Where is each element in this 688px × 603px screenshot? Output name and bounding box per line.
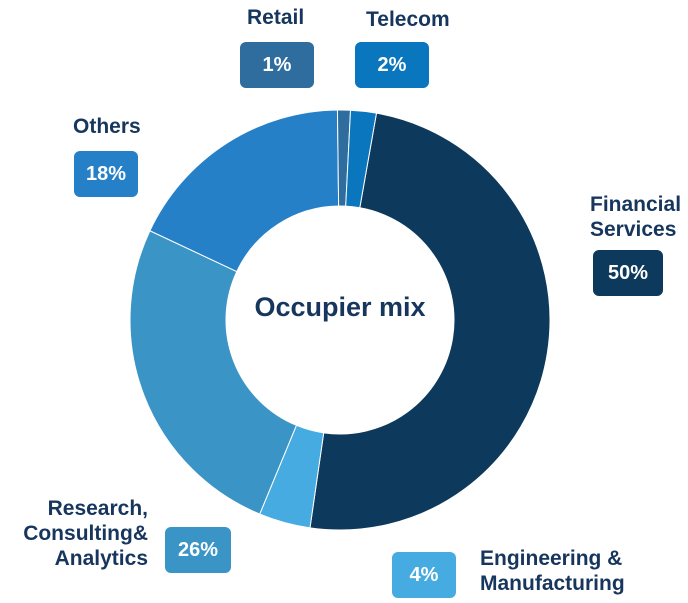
center-label: Occupier mix bbox=[254, 292, 426, 322]
value-label: 18% bbox=[74, 151, 138, 197]
category-label: Financial Services bbox=[590, 193, 682, 241]
category-label: Research, Consulting& Analytics bbox=[23, 497, 148, 570]
value-label: 50% bbox=[593, 250, 663, 296]
donut-segment bbox=[309, 112, 551, 531]
category-label: Retail bbox=[247, 6, 305, 29]
value-label: 2% bbox=[355, 42, 429, 88]
donut-segment bbox=[129, 230, 298, 515]
category-label: Telecom bbox=[366, 8, 450, 31]
category-label: Engineering & Manufacturing bbox=[480, 547, 625, 595]
value-label: 26% bbox=[165, 527, 231, 573]
donut-segment bbox=[149, 109, 340, 273]
value-label: 4% bbox=[392, 552, 456, 598]
donut-segment bbox=[345, 109, 378, 209]
value-label: 1% bbox=[240, 42, 314, 88]
category-label: Others bbox=[73, 115, 141, 138]
